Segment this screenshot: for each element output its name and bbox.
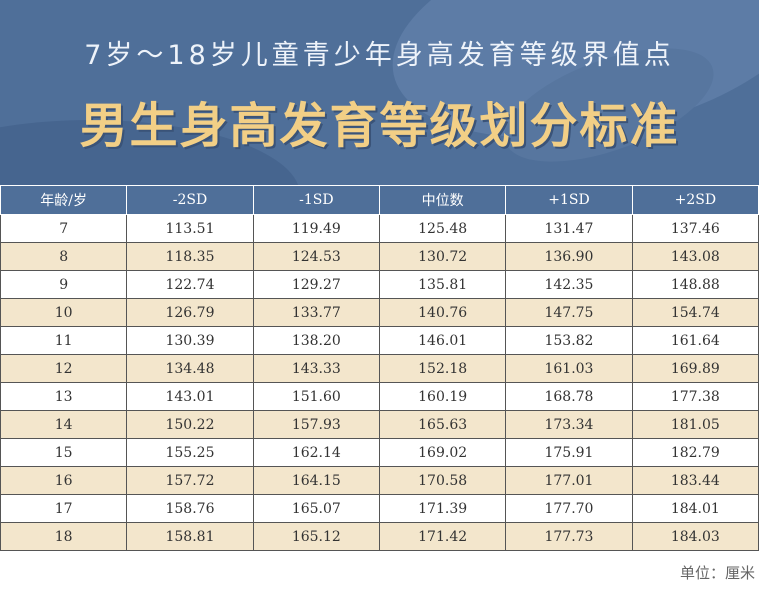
column-header-minus-1sd: -1SD bbox=[252, 185, 380, 215]
height-value-cell: 157.93 bbox=[252, 410, 380, 439]
height-value-cell: 143.01 bbox=[126, 382, 254, 411]
age-cell: 15 bbox=[0, 438, 128, 467]
table-row: 13 143.01 151.60 160.19 168.78 177.38 bbox=[0, 382, 759, 411]
height-value-cell: 184.03 bbox=[631, 522, 759, 551]
table-row: 15 155.25 162.14 169.02 175.91 182.79 bbox=[0, 438, 759, 467]
height-value-cell: 171.42 bbox=[378, 522, 507, 551]
height-value-cell: 143.08 bbox=[631, 242, 759, 271]
table-row: 7 113.51 119.49 125.48 131.47 137.46 bbox=[0, 214, 759, 243]
age-cell: 12 bbox=[0, 354, 128, 383]
table-row: 16 157.72 164.15 170.58 177.01 183.44 bbox=[0, 466, 759, 495]
height-value-cell: 122.74 bbox=[126, 270, 254, 299]
age-cell: 11 bbox=[0, 326, 128, 355]
table-row: 10 126.79 133.77 140.76 147.75 154.74 bbox=[0, 298, 759, 327]
height-value-cell: 151.60 bbox=[252, 382, 380, 411]
age-cell: 7 bbox=[0, 214, 128, 243]
column-header-age: 年龄/岁 bbox=[0, 185, 128, 215]
table-row: 12 134.48 143.33 152.18 161.03 169.89 bbox=[0, 354, 759, 383]
height-value-cell: 130.72 bbox=[378, 242, 507, 271]
height-value-cell: 131.47 bbox=[505, 214, 633, 243]
height-value-cell: 169.02 bbox=[378, 438, 507, 467]
height-value-cell: 183.44 bbox=[631, 466, 759, 495]
height-standard-table: 年龄/岁 -2SD -1SD 中位数 +1SD +2SD 7 113.51 119.… bbox=[0, 185, 759, 551]
height-value-cell: 170.58 bbox=[378, 466, 507, 495]
age-cell: 8 bbox=[0, 242, 128, 271]
height-value-cell: 169.89 bbox=[631, 354, 759, 383]
age-cell: 13 bbox=[0, 382, 128, 411]
height-value-cell: 162.14 bbox=[252, 438, 380, 467]
table-row: 8 118.35 124.53 130.72 136.90 143.08 bbox=[0, 242, 759, 271]
height-value-cell: 138.20 bbox=[252, 326, 380, 355]
height-value-cell: 175.91 bbox=[505, 438, 633, 467]
age-cell: 9 bbox=[0, 270, 128, 299]
table-row: 18 158.81 165.12 171.42 177.73 184.03 bbox=[0, 522, 759, 551]
height-value-cell: 177.70 bbox=[505, 494, 633, 523]
height-value-cell: 184.01 bbox=[631, 494, 759, 523]
height-value-cell: 129.27 bbox=[252, 270, 380, 299]
height-value-cell: 142.35 bbox=[505, 270, 633, 299]
height-value-cell: 152.18 bbox=[378, 354, 507, 383]
height-value-cell: 155.25 bbox=[126, 438, 254, 467]
table-row: 11 130.39 138.20 146.01 153.82 161.64 bbox=[0, 326, 759, 355]
height-value-cell: 134.48 bbox=[126, 354, 254, 383]
height-value-cell: 161.03 bbox=[505, 354, 633, 383]
height-value-cell: 147.75 bbox=[505, 298, 633, 327]
unit-note: 单位：厘米 bbox=[679, 564, 755, 582]
height-value-cell: 113.51 bbox=[126, 214, 254, 243]
height-value-cell: 153.82 bbox=[505, 326, 633, 355]
height-value-cell: 165.07 bbox=[252, 494, 380, 523]
column-header-plus-2sd: +2SD bbox=[631, 185, 759, 215]
page-title: 男生身高发育等级划分标准 bbox=[79, 98, 680, 154]
header-banner bbox=[0, 0, 759, 185]
height-value-cell: 177.38 bbox=[631, 382, 759, 411]
height-value-cell: 165.63 bbox=[378, 410, 507, 439]
height-value-cell: 118.35 bbox=[126, 242, 254, 271]
column-header-median: 中位数 bbox=[378, 185, 507, 215]
height-value-cell: 136.90 bbox=[505, 242, 633, 271]
height-value-cell: 125.48 bbox=[378, 214, 507, 243]
height-value-cell: 157.72 bbox=[126, 466, 254, 495]
age-cell: 14 bbox=[0, 410, 128, 439]
page-subtitle: 7岁～18岁儿童青少年身高发育等级界值点 bbox=[84, 40, 675, 71]
age-cell: 10 bbox=[0, 298, 128, 327]
height-value-cell: 158.81 bbox=[126, 522, 254, 551]
height-value-cell: 124.53 bbox=[252, 242, 380, 271]
height-value-cell: 160.19 bbox=[378, 382, 507, 411]
height-value-cell: 126.79 bbox=[126, 298, 254, 327]
height-value-cell: 119.49 bbox=[252, 214, 380, 243]
table-row: 9 122.74 129.27 135.81 142.35 148.88 bbox=[0, 270, 759, 299]
height-value-cell: 133.77 bbox=[252, 298, 380, 327]
height-value-cell: 158.76 bbox=[126, 494, 254, 523]
table-header-row: 年龄/岁 -2SD -1SD 中位数 +1SD +2SD bbox=[0, 185, 759, 215]
height-value-cell: 173.34 bbox=[505, 410, 633, 439]
height-value-cell: 177.01 bbox=[505, 466, 633, 495]
age-cell: 16 bbox=[0, 466, 128, 495]
table-row: 17 158.76 165.07 171.39 177.70 184.01 bbox=[0, 494, 759, 523]
height-value-cell: 146.01 bbox=[378, 326, 507, 355]
height-value-cell: 161.64 bbox=[631, 326, 759, 355]
age-cell: 17 bbox=[0, 494, 128, 523]
height-value-cell: 164.15 bbox=[252, 466, 380, 495]
height-value-cell: 148.88 bbox=[631, 270, 759, 299]
height-value-cell: 135.81 bbox=[378, 270, 507, 299]
height-value-cell: 137.46 bbox=[631, 214, 759, 243]
height-value-cell: 177.73 bbox=[505, 522, 633, 551]
height-value-cell: 182.79 bbox=[631, 438, 759, 467]
column-header-plus-1sd: +1SD bbox=[505, 185, 633, 215]
height-value-cell: 143.33 bbox=[252, 354, 380, 383]
height-value-cell: 130.39 bbox=[126, 326, 254, 355]
height-value-cell: 168.78 bbox=[505, 382, 633, 411]
column-header-minus-2sd: -2SD bbox=[126, 185, 254, 215]
height-value-cell: 150.22 bbox=[126, 410, 254, 439]
height-value-cell: 171.39 bbox=[378, 494, 507, 523]
age-cell: 18 bbox=[0, 522, 128, 551]
height-value-cell: 181.05 bbox=[631, 410, 759, 439]
height-value-cell: 165.12 bbox=[252, 522, 380, 551]
table-row: 14 150.22 157.93 165.63 173.34 181.05 bbox=[0, 410, 759, 439]
table-body: 7 113.51 119.49 125.48 131.47 137.46 8 118.35 12… bbox=[0, 214, 759, 551]
height-value-cell: 154.74 bbox=[631, 298, 759, 327]
height-value-cell: 140.76 bbox=[378, 298, 507, 327]
